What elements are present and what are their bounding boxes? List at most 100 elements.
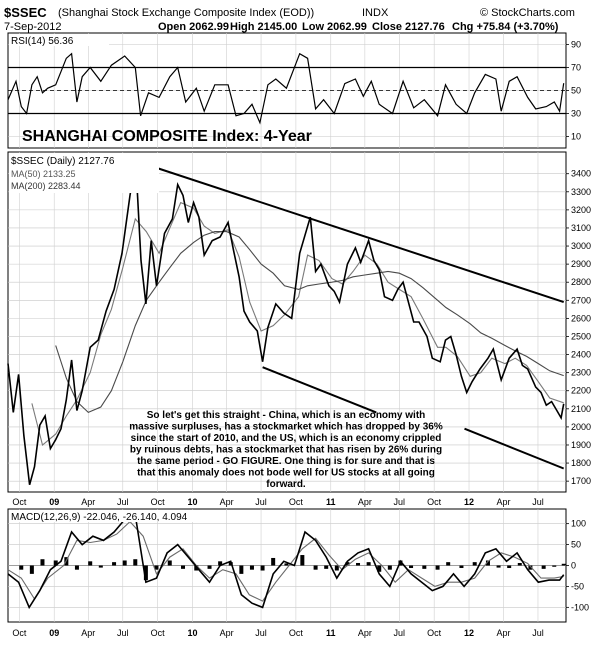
legend-price: $SSEC (Daily) 2127.76: [11, 156, 115, 167]
histogram-bar: [74, 565, 79, 570]
histogram-bar: [334, 565, 339, 571]
macd-label-bg: [9, 510, 214, 522]
y-tick-label: 2800: [571, 277, 591, 287]
histogram-bar: [561, 563, 566, 566]
histogram-bar: [387, 565, 392, 570]
histogram-bar: [194, 565, 199, 571]
histogram-bar: [143, 565, 148, 581]
y-tick-label: 3400: [571, 169, 591, 179]
y-tick-label: 30: [571, 109, 581, 119]
macd-label: MACD(12,26,9) -22.046, -26.140, 4.094: [11, 512, 188, 523]
histogram-bar: [260, 565, 265, 571]
histogram-bar: [507, 565, 512, 569]
y-tick-label: 100: [571, 519, 586, 529]
macd-panel: 100 50 0 -50 -100 MACD(12,26,9) -22.046, -26.…: [7, 508, 589, 638]
annotation-line: forward.: [266, 479, 306, 490]
histogram-bar: [207, 565, 212, 569]
low-value: Low 2062.99: [302, 21, 367, 33]
legend-bg: [9, 153, 159, 193]
x-tick-label: Apr: [81, 628, 95, 638]
chart-title: SHANGHAI COMPOSITE Index: 4-Year: [22, 128, 312, 145]
x-tick-label: 10: [187, 628, 197, 638]
y-tick-label: 2700: [571, 295, 591, 305]
histogram-bar: [485, 560, 490, 566]
histogram-bar: [422, 565, 427, 569]
y-tick-label: 1700: [571, 476, 591, 486]
histogram-bar: [271, 557, 276, 566]
histogram-bar: [409, 565, 414, 569]
y-tick-label: 1800: [571, 458, 591, 468]
histogram-bar: [112, 562, 117, 566]
price-line: [7, 160, 565, 486]
x-tick-label: Jul: [394, 497, 406, 507]
x-tick-label: Apr: [220, 497, 234, 507]
histogram-bar: [356, 562, 361, 566]
y-tick-label: 2200: [571, 386, 591, 396]
x-tick-label: 11: [326, 628, 336, 638]
histogram-bar: [53, 560, 58, 566]
y-tick-label: 0: [571, 561, 576, 571]
legend-ma50: MA(50) 2133.25: [11, 169, 76, 179]
trendline: [135, 160, 565, 304]
ma200-line: [55, 231, 564, 414]
x-tick-label: Jul: [117, 497, 129, 507]
open-value: Open 2062.99: [158, 21, 229, 33]
y-tick-label: 2900: [571, 259, 591, 269]
histogram-bar: [40, 559, 45, 566]
x-tick-label: 09: [49, 628, 59, 638]
symbol-label: $SSEC: [4, 5, 47, 20]
y-tick-label: 3000: [571, 241, 591, 251]
y-tick-label: -50: [571, 581, 584, 591]
y-tick-label: 70: [571, 63, 581, 73]
histogram-bar: [249, 565, 254, 570]
x-tick-label: Oct: [427, 497, 442, 507]
histogram-bar: [313, 565, 318, 570]
change-value: Chg +75.84 (+3.70%): [452, 21, 559, 33]
x-tick-label: 09: [49, 497, 59, 507]
histogram-bar: [133, 559, 138, 566]
date-label: 7-Sep-2012: [4, 21, 62, 33]
y-tick-label: 2400: [571, 350, 591, 360]
x-tick-label: Apr: [358, 628, 372, 638]
histogram-bar: [300, 555, 305, 566]
histogram-bar: [459, 565, 464, 569]
x-tick-label: Apr: [81, 497, 95, 507]
histogram-bar: [181, 565, 186, 569]
legend-ma200: MA(200) 2283.44: [11, 181, 81, 191]
x-tick-label: Oct: [151, 497, 166, 507]
ma50-line: [31, 201, 564, 446]
histogram-bar: [324, 565, 329, 569]
high-value: High 2145.00: [230, 21, 298, 33]
x-tick-label: Jul: [532, 628, 544, 638]
histogram-bar: [496, 565, 501, 568]
histogram-bar: [218, 561, 223, 566]
rsi-line: [7, 52, 565, 125]
y-tick-label: -100: [571, 602, 589, 612]
x-tick-label: Oct: [289, 628, 304, 638]
x-tick-label: Jul: [255, 628, 267, 638]
x-tick-label: Jul: [117, 628, 129, 638]
y-tick-label: 10: [571, 132, 581, 142]
annotation-line: So let's get this straight - China, whic…: [147, 410, 426, 421]
histogram-bar: [435, 565, 440, 570]
histogram-bar: [98, 565, 103, 568]
histogram-bar: [345, 562, 350, 566]
histogram-bar: [19, 565, 24, 570]
histogram-bar: [377, 565, 382, 572]
annotation-line: massive surpluses, has a stockmarket whi…: [129, 422, 443, 433]
histogram-bar: [528, 565, 533, 570]
x-tick-label: Apr: [220, 628, 234, 638]
price-panel: 3400 3300 3200 3100 3000 2900 2800 2700 2600 2500…: [7, 151, 591, 507]
histogram-bar: [541, 565, 546, 569]
histogram-bar: [366, 562, 371, 566]
y-tick-label: 2600: [571, 313, 591, 323]
x-tick-label: Apr: [496, 497, 510, 507]
histogram-bar: [88, 561, 93, 566]
histogram-bar: [29, 565, 34, 574]
y-tick-label: 2000: [571, 422, 591, 432]
x-tick-label: Oct: [12, 628, 27, 638]
y-tick-label: 2300: [571, 368, 591, 378]
copyright-label: © StockCharts.com: [480, 7, 575, 19]
y-tick-label: 90: [571, 40, 581, 50]
x-tick-label: 12: [464, 628, 474, 638]
